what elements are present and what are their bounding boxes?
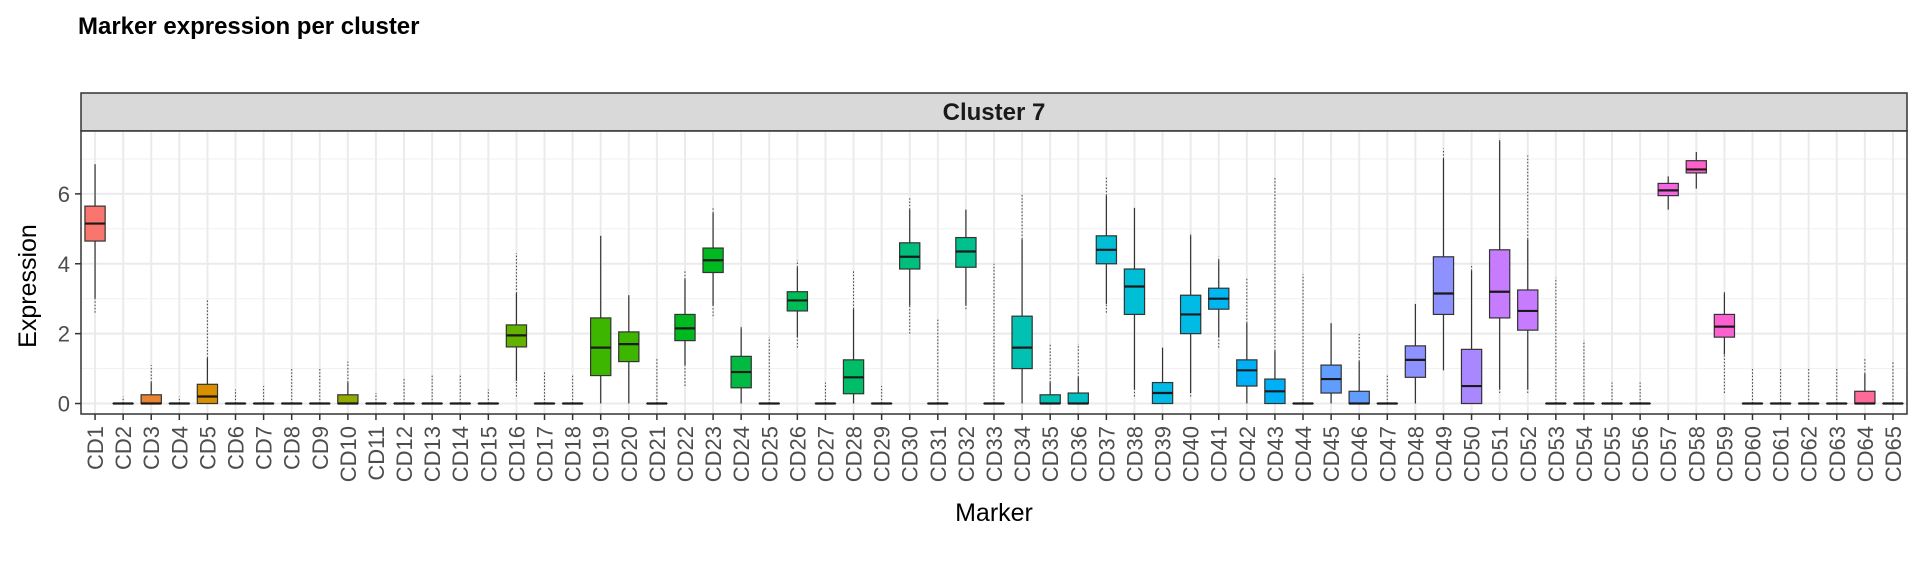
y-tick-label: 6 (58, 182, 70, 207)
plot-panel (81, 131, 1907, 414)
x-tick-label: CD21 (645, 426, 670, 482)
x-tick-label: CD4 (167, 426, 192, 470)
x-tick-label: CD3 (139, 426, 164, 470)
x-tick-label: CD28 (842, 426, 867, 482)
x-tick-label: CD16 (504, 426, 529, 482)
x-tick-label: CD26 (785, 426, 810, 482)
box-body (1068, 393, 1088, 403)
x-tick-label: CD31 (926, 426, 951, 482)
box-body (1855, 391, 1875, 403)
x-tick-label: CD61 (1769, 426, 1794, 482)
x-tick-label: CD47 (1375, 426, 1400, 482)
x-tick-label: CD43 (1263, 426, 1288, 482)
x-tick-label: CD54 (1572, 426, 1597, 482)
x-tick-label: CD5 (195, 426, 220, 470)
x-tick-label: CD34 (1010, 426, 1035, 482)
x-tick-label: CD7 (252, 426, 277, 470)
x-tick-label: CD49 (1431, 426, 1456, 482)
x-tick-label: CD10 (336, 426, 361, 482)
x-tick-label: CD62 (1797, 426, 1822, 482)
x-tick-label: CD1 (83, 426, 108, 470)
y-tick-label: 4 (58, 252, 70, 277)
x-tick-label: CD15 (476, 426, 501, 482)
x-tick-label: CD48 (1403, 426, 1428, 482)
box-body (1405, 346, 1425, 377)
x-tick-label: CD17 (533, 426, 558, 482)
box-body (1124, 269, 1144, 314)
x-tick-label: CD32 (954, 426, 979, 482)
box-body (1349, 391, 1369, 403)
box-body (338, 395, 358, 404)
x-tick-label: CD65 (1881, 426, 1906, 482)
x-tick-label: CD64 (1853, 426, 1878, 482)
x-tick-label: CD33 (982, 426, 1007, 482)
x-tick-label: CD14 (448, 426, 473, 482)
x-tick-label: CD11 (364, 426, 389, 481)
x-tick-label: CD50 (1460, 426, 1485, 482)
x-tick-label: CD23 (701, 426, 726, 482)
x-tick-label: CD44 (1291, 426, 1316, 482)
x-tick-label: CD36 (1066, 426, 1091, 482)
box-body (1040, 395, 1060, 404)
x-tick-label: CD30 (898, 426, 923, 482)
chart-title: Marker expression per cluster (78, 13, 420, 40)
x-tick-label: CD57 (1656, 426, 1681, 482)
x-tick-label: CD18 (561, 426, 586, 482)
x-tick-label: CD45 (1319, 426, 1344, 482)
y-tick-label: 2 (58, 322, 70, 347)
y-tick-label: 0 (58, 392, 70, 417)
x-tick-label: CD39 (1151, 426, 1176, 482)
x-tick-label: CD51 (1488, 426, 1513, 482)
box-body (1686, 161, 1706, 173)
box-body (1461, 349, 1481, 403)
x-tick-label: CD6 (224, 426, 249, 470)
x-tick-label: CD27 (813, 426, 838, 482)
x-tick-label: CD38 (1122, 426, 1147, 482)
x-tick-label: CD20 (617, 426, 642, 482)
box-body (619, 332, 639, 362)
x-tick-label: CD40 (1179, 426, 1204, 482)
box-body (1490, 250, 1510, 318)
x-tick-label: CD12 (392, 426, 417, 482)
box-body (141, 395, 161, 404)
x-tick-label: CD2 (111, 426, 136, 470)
x-tick-label: CD60 (1740, 426, 1765, 482)
x-tick-label: CD19 (589, 426, 614, 482)
box-body (197, 384, 217, 403)
x-tick-label: CD9 (308, 426, 333, 470)
x-tick-label: CD24 (729, 426, 754, 482)
x-tick-label: CD56 (1628, 426, 1653, 482)
x-tick-label: CD53 (1544, 426, 1569, 482)
y-axis-title: Expression (14, 224, 42, 348)
x-tick-label: CD25 (757, 426, 782, 482)
x-tick-label: CD29 (870, 426, 895, 482)
x-tick-label: CD59 (1712, 426, 1737, 482)
x-tick-label: CD46 (1347, 426, 1372, 482)
x-tick-label: CD55 (1600, 426, 1625, 482)
facet-label: Cluster 7 (943, 99, 1046, 126)
x-tick-label: CD63 (1825, 426, 1850, 482)
y-axis: 0 2 4 6 (58, 182, 81, 417)
x-tick-label: CD35 (1038, 426, 1063, 482)
x-tick-label: CD41 (1207, 426, 1232, 482)
x-tick-label: CD8 (280, 426, 305, 470)
x-tick-label: CD58 (1684, 426, 1709, 482)
box-body (1433, 257, 1453, 315)
box-body (1237, 360, 1257, 386)
x-tick-label: CD42 (1235, 426, 1260, 482)
facet-strip: Cluster 7 (81, 93, 1907, 131)
box-body (1012, 316, 1032, 368)
x-tick-label: CD52 (1516, 426, 1541, 482)
x-tick-label: CD37 (1094, 426, 1119, 482)
x-axis-title: Marker (955, 499, 1033, 527)
x-tick-label: CD22 (673, 426, 698, 482)
x-tick-label: CD13 (420, 426, 445, 482)
